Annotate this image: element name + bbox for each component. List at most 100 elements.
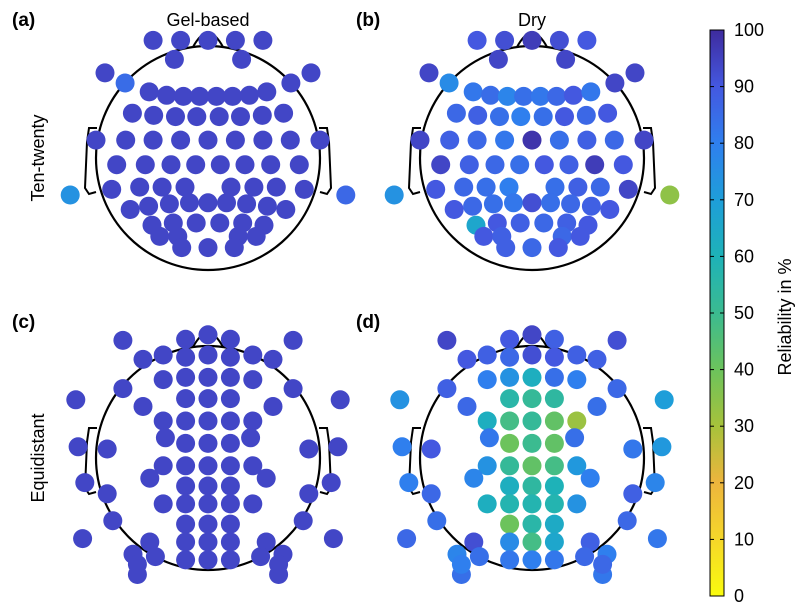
- electrode-point: [468, 105, 488, 125]
- electrode-point: [605, 73, 625, 93]
- electrode-point: [283, 379, 303, 399]
- electrode-point: [587, 349, 607, 369]
- electrode-point: [437, 330, 457, 350]
- electrode-point: [103, 511, 123, 531]
- electrode-point: [157, 85, 177, 105]
- electrode-point: [116, 130, 136, 150]
- electrode-point: [510, 213, 530, 233]
- electrode-point: [504, 193, 523, 213]
- electrode-point: [522, 411, 542, 431]
- electrode-point: [95, 63, 115, 83]
- electrode-point: [544, 476, 564, 496]
- electrode-point: [330, 390, 350, 410]
- electrode-point: [198, 325, 218, 345]
- electrode-point: [243, 370, 263, 390]
- electrode-point: [534, 213, 554, 233]
- electrode-point: [210, 155, 230, 175]
- electrode-point: [113, 330, 133, 350]
- electrode-point: [431, 155, 451, 175]
- electrode-point: [544, 532, 564, 552]
- electrode-point: [176, 433, 196, 453]
- electrode-point: [241, 428, 261, 448]
- electrode-point: [198, 476, 218, 496]
- electrode-point: [581, 82, 601, 102]
- electrode-point: [477, 411, 497, 431]
- electrode-point: [544, 494, 564, 514]
- head-right-ear: [319, 427, 333, 496]
- electrode-point: [567, 494, 587, 514]
- electrode-point: [68, 437, 88, 457]
- electrode-point: [459, 155, 479, 175]
- electrode-point: [559, 155, 579, 175]
- electrode-point: [223, 86, 243, 106]
- electrode-point: [625, 63, 645, 83]
- electrode-point: [585, 155, 605, 175]
- electrode-point: [186, 213, 206, 233]
- electrode-point: [446, 103, 466, 123]
- electrode-point: [66, 390, 86, 410]
- electrode-point: [153, 494, 173, 514]
- electrode-point: [567, 411, 587, 431]
- electrode-point: [533, 107, 553, 127]
- electrode-point: [220, 347, 240, 367]
- electrode-point: [145, 547, 165, 567]
- colorbar-tick-label: 80: [734, 133, 754, 153]
- electrode-point: [235, 155, 255, 175]
- electrode-point: [176, 367, 196, 387]
- electrode-point: [198, 550, 218, 570]
- electrode-point: [190, 86, 210, 106]
- electrode-point: [139, 82, 159, 102]
- electrode-point: [570, 226, 590, 246]
- electrode-point: [500, 494, 520, 514]
- electrode-point: [274, 103, 294, 123]
- electrode-point: [477, 494, 497, 514]
- electrode-point: [593, 554, 613, 574]
- electrode-point: [522, 238, 542, 258]
- electrode-point: [257, 196, 277, 216]
- electrode-point: [244, 177, 264, 197]
- electrode-point: [654, 390, 674, 410]
- electrode-point: [522, 345, 542, 365]
- electrode-point: [140, 532, 160, 552]
- electrode-point: [115, 73, 135, 93]
- row-title-equidistant: Equidistant: [28, 413, 48, 502]
- electrode-point: [497, 86, 517, 106]
- electrode-point: [198, 532, 218, 552]
- column-title-gel: Gel-based: [166, 10, 249, 30]
- electrode-point: [209, 107, 229, 127]
- electrode-point: [544, 347, 564, 367]
- electrode-point: [243, 411, 263, 431]
- electrode-point: [256, 532, 276, 552]
- electrode-point: [500, 514, 520, 534]
- electrode-point: [198, 411, 218, 431]
- colorbar-tick-label: 50: [734, 303, 754, 323]
- panel-label-b: (b): [356, 10, 380, 31]
- electrode-point: [133, 349, 153, 369]
- electrode-point: [173, 86, 193, 106]
- electrode-point: [477, 456, 497, 476]
- panel-label-d: (d): [356, 312, 380, 333]
- electrode-point: [427, 511, 447, 531]
- electrode-point: [544, 433, 564, 453]
- electrode-point: [384, 185, 404, 205]
- colorbar-tick-label: 100: [734, 20, 764, 40]
- electrode-point: [253, 30, 273, 50]
- electrode-point: [252, 105, 272, 125]
- electrode-point: [321, 473, 341, 493]
- electrode-point: [565, 428, 585, 448]
- electrode-point: [421, 439, 441, 459]
- electrode-point: [133, 397, 153, 416]
- electrode-point: [153, 345, 173, 365]
- colorbar-tick-label: 60: [734, 246, 754, 266]
- electrode-point: [399, 473, 419, 493]
- electrode-point: [500, 389, 520, 409]
- electrode-point: [140, 468, 160, 488]
- electrode-point: [153, 456, 173, 476]
- electrode-point: [263, 349, 283, 369]
- head-left-ear: [407, 127, 421, 196]
- electrode-point: [176, 456, 196, 476]
- electrode-point: [549, 130, 569, 150]
- electrode-point: [176, 514, 196, 534]
- electrode-point: [261, 155, 281, 175]
